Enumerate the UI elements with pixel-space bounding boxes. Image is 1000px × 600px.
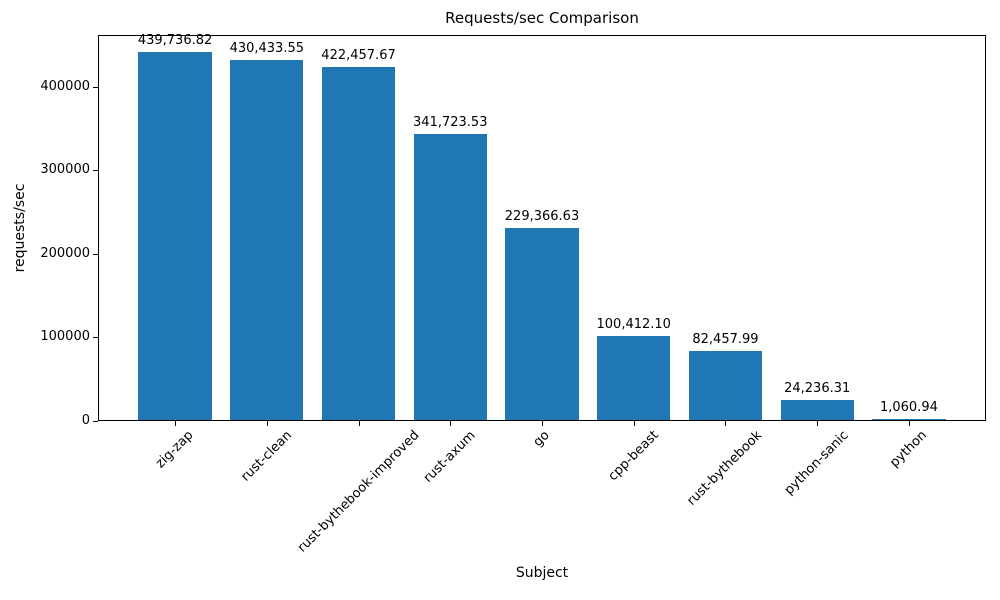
x-tick xyxy=(634,421,635,426)
x-tick xyxy=(450,421,451,426)
y-tick-label: 100000 xyxy=(40,329,90,345)
bar-value-label: 439,736.82 xyxy=(137,33,213,48)
bar-value-label: 341,723.53 xyxy=(413,115,488,130)
y-tick-label: 400000 xyxy=(40,78,90,94)
bar-value-label: 1,060.94 xyxy=(879,400,938,415)
bar-value-label: 82,457.99 xyxy=(692,332,759,347)
x-tick xyxy=(359,421,360,426)
bar-value-label: 100,412.10 xyxy=(596,317,671,332)
x-tick xyxy=(725,421,726,426)
bar-rust-bythebook-improved xyxy=(321,67,396,420)
x-tick xyxy=(267,421,268,426)
bar-rust-bythebook xyxy=(688,351,763,420)
bar-value-label: 229,366.63 xyxy=(504,209,580,224)
x-tick xyxy=(817,421,818,426)
y-tick-label: 300000 xyxy=(40,162,90,178)
y-tick xyxy=(93,421,98,422)
y-tick xyxy=(93,254,98,255)
y-tick-label: 0 xyxy=(81,413,90,428)
x-tick-label: rust-axum xyxy=(421,428,479,486)
x-tick-label: python-sanic xyxy=(781,428,852,498)
bar-value-label: 24,236.31 xyxy=(784,381,851,396)
x-axis-label: Subject xyxy=(515,565,569,581)
x-tick-label: rust-bythebook xyxy=(684,427,766,509)
chart-title: Requests/sec Comparison xyxy=(445,9,639,27)
y-tick xyxy=(93,87,98,88)
x-tick-label: go xyxy=(530,427,553,450)
bar-rust-clean xyxy=(230,60,304,420)
bar-zig-zap xyxy=(138,52,212,420)
bar-go xyxy=(505,228,579,420)
y-tick xyxy=(93,170,98,171)
x-tick xyxy=(542,421,543,426)
x-tick-label: cpp-beast xyxy=(605,427,662,485)
x-tick-label: python xyxy=(887,427,930,471)
x-tick xyxy=(175,421,176,426)
y-tick-label: 200000 xyxy=(40,245,90,261)
bar-value-label: 422,457.67 xyxy=(321,48,396,63)
bar-python-sanic xyxy=(780,400,854,420)
bar-python xyxy=(872,419,946,420)
x-tick xyxy=(909,421,910,426)
x-tick-label: rust-bythebook-improved xyxy=(294,427,422,556)
y-tick xyxy=(93,337,98,338)
x-tick-label: zig-zap xyxy=(152,427,197,472)
bar-value-label: 430,433.55 xyxy=(229,41,304,56)
bar-cpp-beast xyxy=(597,336,671,420)
bar-rust-axum xyxy=(413,134,487,420)
x-tick-label: rust-clean xyxy=(238,427,295,485)
